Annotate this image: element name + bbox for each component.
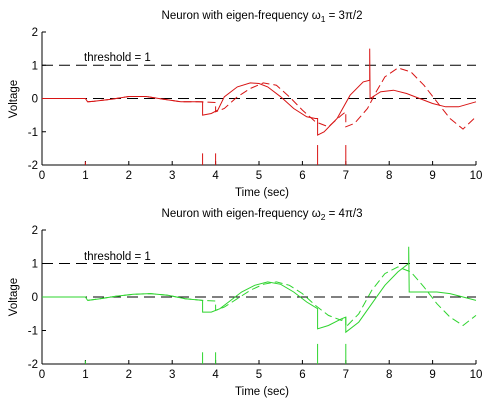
chart-panel-1: Neuron with eigen-frequency ω1 = 3π/2 Ti… bbox=[8, 10, 482, 199]
x-tick-label: 6 bbox=[299, 369, 305, 381]
y-tick-label: -1 bbox=[28, 326, 38, 338]
x-tick-label: 4 bbox=[212, 369, 219, 381]
x-axis-label: Time (sec) bbox=[235, 187, 289, 199]
x-tick-label: 2 bbox=[126, 170, 132, 182]
y-tick-label: -2 bbox=[28, 160, 38, 172]
x-tick-label: 1 bbox=[82, 170, 88, 182]
y-tick-label: 2 bbox=[32, 27, 38, 39]
x-tick-label: 2 bbox=[126, 369, 132, 381]
x-tick-label: 3 bbox=[169, 369, 175, 381]
threshold-annotation: threshold = 1 bbox=[84, 52, 151, 64]
y-axis-label: Voltage bbox=[8, 80, 20, 118]
x-tick-label: 6 bbox=[299, 170, 305, 182]
x-tick-label: 7 bbox=[343, 170, 349, 182]
y-tick-label: -1 bbox=[28, 127, 38, 139]
x-tick-label: 10 bbox=[470, 369, 483, 381]
y-axis-label: Voltage bbox=[8, 278, 20, 316]
x-tick-label: 5 bbox=[256, 369, 262, 381]
x-axis-label: Time (sec) bbox=[235, 386, 289, 398]
y-tick-label: 2 bbox=[32, 225, 38, 237]
x-tick-label: 5 bbox=[256, 170, 262, 182]
x-tick-label: 0 bbox=[39, 369, 45, 381]
y-tick-label: -2 bbox=[28, 359, 38, 371]
series-line-dashed bbox=[42, 266, 477, 329]
x-tick-label: 4 bbox=[212, 170, 219, 182]
chart-title: Neuron with eigen-frequency ω2 = 4π/3 bbox=[162, 208, 363, 222]
x-tick-label: 1 bbox=[82, 369, 88, 381]
x-tick-label: 7 bbox=[343, 369, 349, 381]
chart-panel-2: Neuron with eigen-frequency ω2 = 4π/3 Ti… bbox=[8, 208, 482, 398]
threshold-annotation: threshold = 1 bbox=[84, 251, 151, 263]
x-tick-label: 0 bbox=[39, 170, 45, 182]
x-tick-label: 8 bbox=[386, 170, 392, 182]
y-tick-label: 0 bbox=[32, 292, 38, 304]
x-tick-label: 3 bbox=[169, 170, 175, 182]
x-tick-label: 9 bbox=[429, 170, 435, 182]
series-line-dashed bbox=[42, 67, 477, 130]
chart-title: Neuron with eigen-frequency ω1 = 3π/2 bbox=[162, 10, 363, 24]
x-tick-label: 10 bbox=[470, 170, 483, 182]
y-tick-label: 1 bbox=[32, 60, 38, 72]
y-tick-label: 0 bbox=[32, 94, 38, 106]
y-tick-label: 1 bbox=[32, 259, 38, 271]
x-tick-label: 9 bbox=[429, 369, 435, 381]
x-tick-label: 8 bbox=[386, 369, 392, 381]
